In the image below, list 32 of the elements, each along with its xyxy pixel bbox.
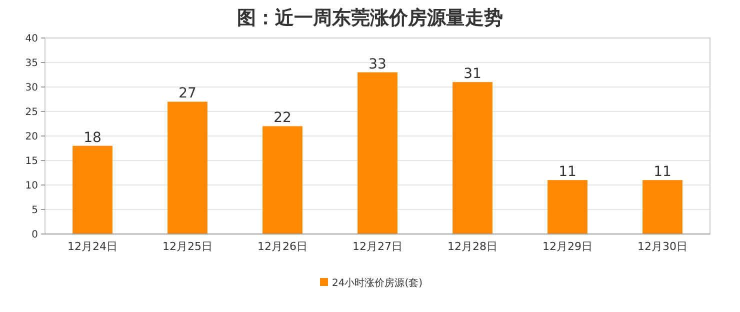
y-tick-label: 40 [25,34,38,44]
bar [262,126,302,234]
data-label: 11 [558,164,576,180]
bar [168,102,208,234]
x-tick-label: 12月28日 [448,240,498,253]
x-tick-label: 12月24日 [68,240,118,253]
x-tick-label: 12月27日 [352,240,402,253]
data-label: 31 [464,66,482,82]
y-tick-label: 35 [25,58,38,69]
bar [452,82,492,234]
x-tick-label: 12月30日 [638,240,688,253]
chart-title: 图：近一周东莞涨价房源量走势 [237,7,503,29]
x-tick-label: 12月29日 [542,240,592,253]
legend-label: 24小时涨价房源(套) [332,277,423,289]
bar [72,146,112,234]
data-label: 22 [274,110,292,126]
bar [358,72,398,234]
data-label: 27 [178,86,196,102]
y-tick-label: 25 [25,107,38,118]
y-tick-label: 0 [32,230,38,240]
data-label: 18 [84,130,102,146]
data-label: 11 [654,164,672,180]
y-tick-label: 30 [25,82,38,94]
data-label: 33 [368,56,386,72]
bar [548,180,588,234]
y-tick-label: 15 [25,156,38,167]
y-tick-label: 20 [25,132,38,142]
y-tick-label: 10 [25,180,38,192]
x-tick-label: 12月26日 [258,240,308,253]
y-tick-label: 5 [32,205,38,216]
x-tick-label: 12月25日 [162,240,212,253]
bar [642,180,682,234]
